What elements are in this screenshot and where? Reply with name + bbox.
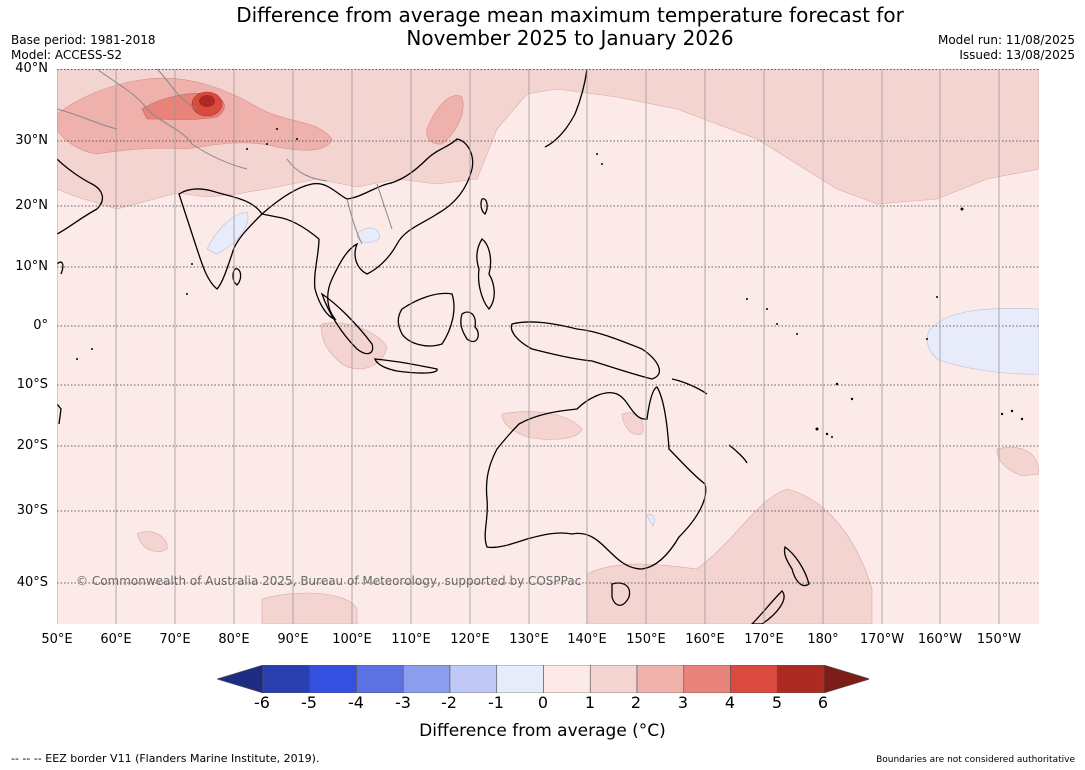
colorbar-tick-0: 0	[537, 693, 549, 712]
colorbar-cell	[309, 665, 357, 693]
lon-label-60e: 60°E	[100, 632, 132, 647]
latitude-gridlines	[57, 69, 1039, 584]
colorbar-tick-5: 5	[771, 693, 783, 712]
colorbar-title: Difference from average (°C)	[419, 721, 666, 741]
model-name: Model: ACCESS-S2	[11, 48, 123, 62]
lon-label-50e: 50°E	[41, 632, 73, 647]
lat-label-30n: 30°N	[15, 133, 48, 148]
lat-label-20s: 20°S	[16, 438, 48, 453]
lon-label-110e: 110°E	[391, 632, 431, 647]
colorbar-arrow-high	[823, 665, 869, 693]
colorbar-cell	[402, 665, 451, 693]
colorbar	[217, 665, 869, 693]
title-line-1: Difference from average mean maximum tem…	[236, 3, 904, 27]
issued-date: Issued: 13/08/2025	[959, 48, 1075, 62]
lat-label-20n: 20°N	[15, 198, 48, 213]
colorbar-cell	[543, 665, 591, 693]
colorbar-cell	[636, 665, 685, 693]
colorbar-cell	[683, 665, 731, 693]
lon-label-80e: 80°E	[218, 632, 250, 647]
lon-label-150e: 150°E	[626, 632, 666, 647]
model-run: Model run: 11/08/2025	[937, 33, 1075, 47]
colorbar-tick-2: 2	[630, 693, 642, 712]
colorbar-tick-1: 1	[584, 693, 596, 712]
lon-label-130e: 130°E	[509, 632, 549, 647]
lat-label-30s: 30°S	[16, 503, 48, 518]
lon-label-140e: 140°E	[567, 632, 607, 647]
colorbar-cell	[496, 665, 544, 693]
colorbar-tick-minus-1: -1	[488, 693, 504, 712]
colorbar-tick-minus-4: -4	[348, 693, 364, 712]
colorbar-cell	[449, 665, 498, 693]
colorbar-cell	[589, 665, 638, 693]
longitude-gridlines	[57, 69, 1000, 624]
colorbar-tick-4: 4	[724, 693, 736, 712]
anomaly-4-6-regions	[191, 91, 223, 117]
lat-label-0: 0°	[33, 318, 48, 333]
lon-label-160w: 160°W	[917, 632, 963, 647]
lon-label-70e: 70°E	[159, 632, 191, 647]
copyright-notice: © Commonwealth of Australia 2025, Bureau…	[76, 574, 582, 588]
lat-label-10s: 10°S	[16, 377, 48, 392]
colorbar-cells	[217, 665, 869, 693]
colorbar-cell	[776, 665, 825, 693]
lon-label-100e: 100°E	[332, 632, 372, 647]
colorbar-tick-minus-6: -6	[254, 693, 270, 712]
anomaly-1-2-regions	[57, 69, 1039, 624]
colorbar-cell	[356, 665, 404, 693]
colorbar-tick-minus-5: -5	[301, 693, 317, 712]
lat-label-40n: 40°N	[15, 61, 48, 76]
anomaly-cool-regions	[206, 211, 1039, 527]
lon-label-120e: 120°E	[450, 632, 490, 647]
lon-label-90e: 90°E	[277, 632, 309, 647]
eez-border-note: -- -- -- EEZ border V11 (Flanders Marine…	[11, 752, 320, 765]
title-line-2: November 2025 to January 2026	[406, 26, 734, 50]
lat-label-10n: 10°N	[15, 259, 48, 274]
lon-label-170w: 170°W	[859, 632, 905, 647]
lon-label-160e: 160°E	[685, 632, 725, 647]
map-title: Difference from average mean maximum tem…	[0, 4, 1085, 50]
lat-label-40s: 40°S	[16, 575, 48, 590]
forecast-map	[57, 69, 1039, 624]
base-period: Base period: 1981-2018	[11, 33, 156, 47]
colorbar-tick-3: 3	[677, 693, 689, 712]
islands	[76, 128, 1024, 438]
colorbar-tick-minus-2: -2	[441, 693, 457, 712]
colorbar-arrow-low	[217, 665, 264, 693]
colorbar-cell	[262, 665, 311, 693]
country-borders	[57, 69, 393, 245]
boundaries-disclaimer: Boundaries are not considered authoritat…	[876, 755, 1075, 765]
lon-label-180: 180°	[807, 632, 839, 647]
lon-label-170e: 170°E	[744, 632, 784, 647]
lon-label-150w: 150°W	[976, 632, 1022, 647]
colorbar-tick-6: 6	[817, 693, 829, 712]
colorbar-tick-minus-3: -3	[395, 693, 411, 712]
colorbar-cell	[730, 665, 778, 693]
